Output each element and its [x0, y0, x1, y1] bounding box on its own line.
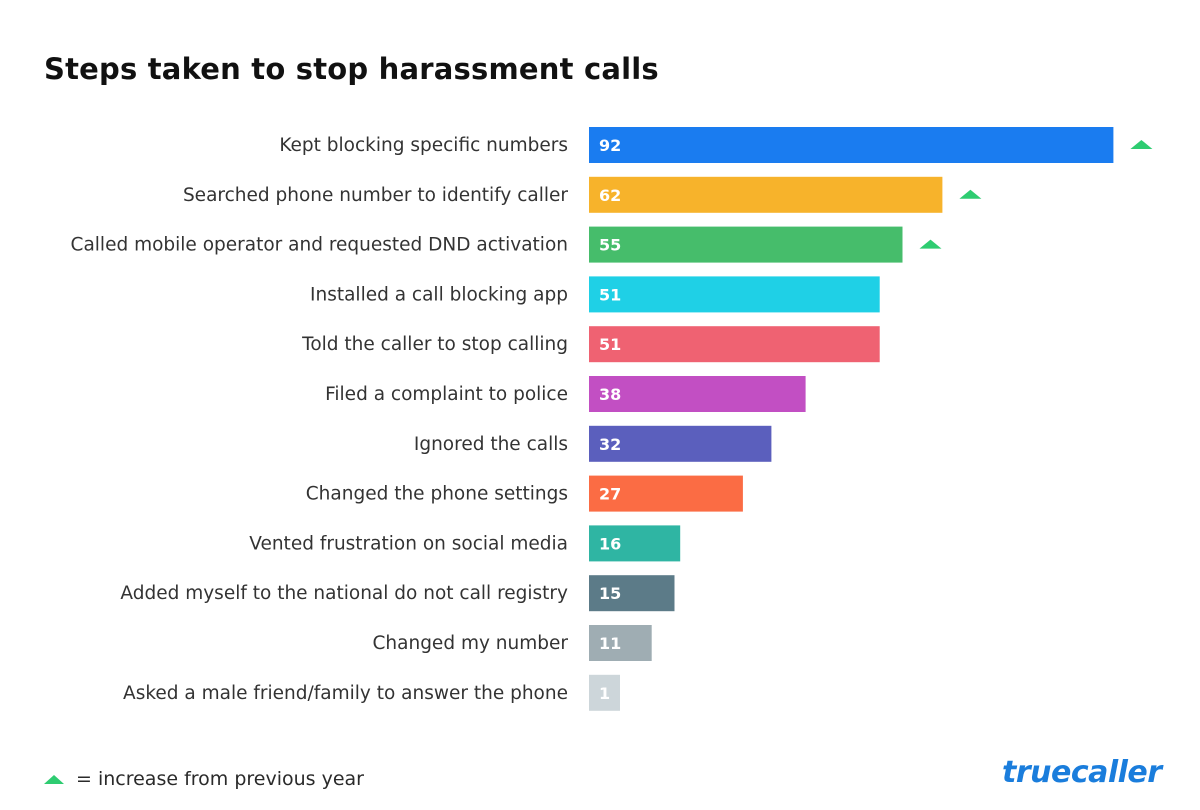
bar — [589, 525, 681, 562]
category-label: Changed the phone settings — [306, 484, 568, 505]
bar-value-label: 51 — [599, 285, 621, 304]
bar — [589, 176, 943, 213]
category-label: Installed a call blocking app — [310, 284, 568, 305]
category-label: Changed my number — [372, 633, 568, 654]
bar — [589, 475, 743, 512]
category-label: Ignored the calls — [414, 434, 568, 455]
bar-value-label: 1 — [599, 684, 610, 703]
bar — [589, 226, 903, 263]
bar-value-label: 16 — [599, 534, 621, 553]
bar — [589, 575, 675, 612]
bar-value-label: 62 — [599, 186, 621, 205]
increase-triangle-icon — [1130, 140, 1153, 149]
bar-value-label: 15 — [599, 584, 621, 603]
bar-value-label: 92 — [599, 136, 621, 155]
legend-text: = increase from previous year — [76, 768, 364, 790]
category-label: Told the caller to stop calling — [301, 334, 568, 355]
bar — [589, 326, 880, 363]
bar — [589, 276, 880, 313]
bar-value-label: 11 — [599, 634, 621, 653]
bar — [589, 127, 1114, 163]
bar — [589, 625, 652, 661]
bar-value-label: 27 — [599, 485, 621, 504]
category-label: Asked a male friend/family to answer the… — [123, 683, 568, 704]
truecaller-logo: truecaller — [1002, 755, 1162, 790]
category-label: Called mobile operator and requested DND… — [71, 235, 568, 256]
bar — [589, 376, 806, 412]
category-label: Vented frustration on social media — [249, 533, 568, 554]
bar — [589, 425, 772, 462]
bar-value-label: 51 — [599, 335, 621, 354]
category-label: Searched phone number to identify caller — [183, 185, 568, 206]
category-label: Added myself to the national do not call… — [120, 583, 568, 604]
category-label: Filed a complaint to police — [325, 384, 568, 405]
increase-triangle-icon — [959, 189, 982, 199]
bar-value-label: 38 — [599, 385, 621, 404]
bar-value-label: 32 — [599, 435, 621, 454]
bar-value-label: 55 — [599, 236, 621, 255]
legend: = increase from previous year — [44, 768, 364, 790]
bar — [589, 674, 620, 711]
increase-triangle-icon — [44, 774, 64, 784]
bar-chart: Kept blocking specific numbers 92 Searched… — [71, 127, 1153, 711]
category-label: Kept blocking specific numbers — [279, 135, 568, 156]
increase-triangle-icon — [919, 239, 942, 249]
chart-title: Steps taken to stop harassment calls — [44, 52, 659, 86]
